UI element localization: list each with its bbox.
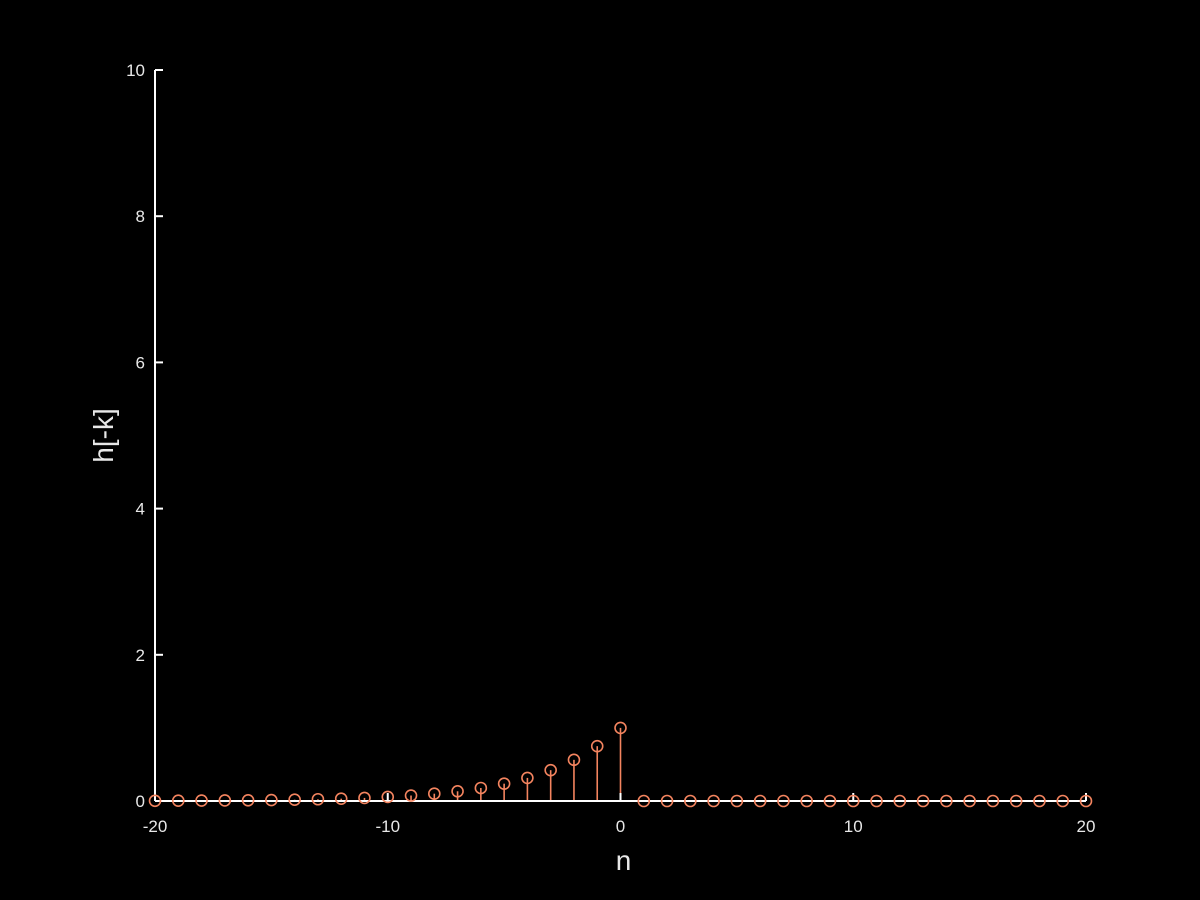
stem-marker (916, 794, 930, 808)
y-tick-label: 2 (136, 646, 145, 665)
markers-layer (148, 721, 1093, 808)
stem-marker (497, 777, 511, 790)
x-tick-label: -10 (375, 817, 400, 836)
stem-marker (1009, 794, 1023, 808)
x-tick-label: 10 (844, 817, 863, 836)
stem-marker (521, 771, 534, 785)
stem-marker (986, 794, 1000, 808)
stem-marker (288, 793, 301, 806)
x-tick-label: 20 (1077, 817, 1096, 836)
stem-marker (567, 753, 581, 767)
y-tick-label: 4 (136, 500, 145, 519)
stem-marker (637, 794, 651, 808)
stem-marker (311, 792, 325, 806)
y-tick-label: 6 (136, 353, 145, 372)
x-ticks: -20 -10 0 10 20 (143, 793, 1096, 836)
stem-marker (870, 794, 883, 808)
x-tick-label: 0 (616, 817, 625, 836)
stem-marker (334, 792, 348, 805)
stem-marker (753, 794, 767, 808)
stem-marker (823, 794, 837, 808)
stem-marker (660, 794, 674, 808)
stem-marker (451, 784, 464, 798)
stem-marker (800, 794, 814, 808)
stem-marker (614, 721, 627, 735)
stem-marker (940, 794, 953, 808)
stem-marker (218, 794, 232, 807)
y-axis-label: h[-k] (88, 408, 119, 462)
y-tick-label: 0 (136, 792, 145, 811)
stem-marker (427, 787, 441, 800)
x-axis-label: n (616, 845, 632, 876)
y-tick-label: 8 (136, 207, 145, 226)
stem-marker (963, 794, 976, 808)
stem-marker (358, 791, 371, 805)
stem-marker (148, 794, 162, 808)
stem-marker (590, 739, 604, 753)
stem-marker (846, 794, 860, 808)
stem-marker (381, 790, 395, 804)
stem-marker (1079, 794, 1093, 808)
stem-marker (404, 789, 418, 802)
stem-marker (893, 794, 907, 808)
stem-marker (684, 794, 697, 808)
stem-marker (544, 763, 557, 777)
x-tick-label: -20 (143, 817, 168, 836)
stem-marker (1056, 794, 1070, 808)
stem-marker (730, 794, 744, 808)
stem-marker (474, 781, 488, 795)
stem-marker (777, 794, 790, 808)
y-tick-label: 10 (126, 61, 145, 80)
y-ticks: 0 2 4 6 8 10 (126, 61, 163, 811)
stem-marker (241, 793, 255, 807)
stem-marker (1033, 794, 1046, 808)
stem-marker (707, 794, 720, 808)
stem-marker (171, 794, 185, 808)
stem-marker (195, 794, 208, 807)
stem-marker (265, 793, 278, 807)
